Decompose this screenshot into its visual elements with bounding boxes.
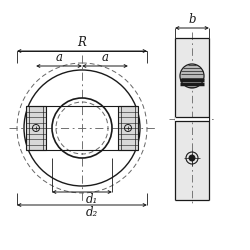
Text: a: a bbox=[56, 51, 62, 64]
Text: d₁: d₁ bbox=[86, 193, 98, 206]
Circle shape bbox=[189, 155, 195, 161]
Text: d₂: d₂ bbox=[86, 206, 98, 219]
Bar bbox=[26, 106, 46, 150]
Bar bbox=[175, 117, 209, 121]
Circle shape bbox=[180, 64, 204, 88]
Text: a: a bbox=[102, 51, 108, 64]
Text: b: b bbox=[188, 13, 196, 26]
Text: R: R bbox=[78, 36, 86, 49]
Bar bbox=[175, 38, 209, 200]
Bar bbox=[118, 106, 138, 150]
